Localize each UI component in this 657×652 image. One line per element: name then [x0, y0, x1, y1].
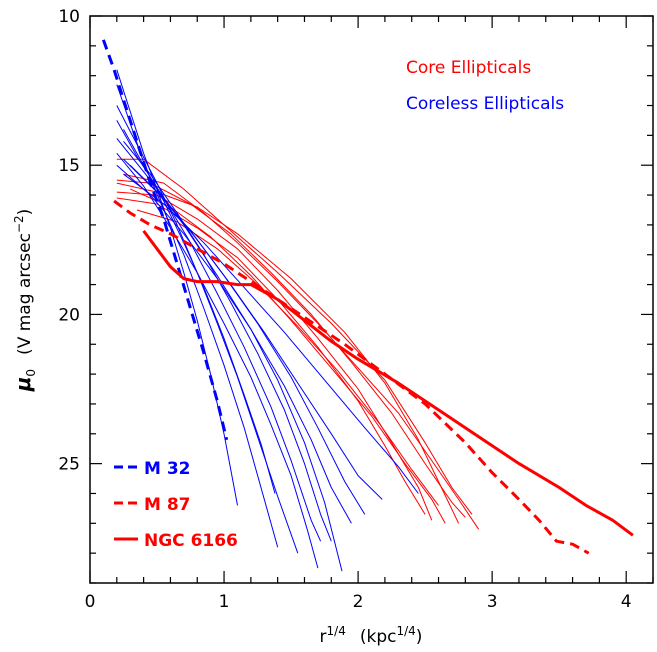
series-m32: [101, 39, 229, 441]
legend-m87-label: M 87: [144, 495, 191, 515]
x-tick-label: 1: [219, 592, 230, 612]
y-tick-label: 25: [58, 455, 80, 475]
series-core-1: [116, 158, 473, 515]
x-tick-label: 0: [85, 592, 96, 612]
x-axis-unit-close: ): [416, 627, 423, 647]
x-axis-unit-open: (kpc: [360, 627, 397, 647]
y-tick-label: 20: [58, 305, 80, 325]
y-axis-unit-open: (V mag arcsec: [15, 233, 35, 355]
y-axis-title: μ0 (V mag arcsec−2): [11, 209, 38, 393]
legend-ngc6166-label: NGC 6166: [144, 531, 238, 551]
series-coreless-8: [129, 164, 383, 500]
series-m87: [113, 199, 590, 555]
x-axis-base: r: [320, 627, 327, 647]
y-axis-unit-close: ): [15, 209, 35, 216]
series-coreless-5: [123, 140, 332, 542]
y-tick-label: 15: [58, 156, 80, 176]
series-core-7: [116, 179, 466, 518]
series-core-6: [129, 188, 446, 524]
legend-m32-label: M 32: [144, 459, 191, 479]
series-layer: [101, 39, 634, 572]
plot-frame: [89, 15, 654, 584]
legend-core-ellipticals: Core Ellipticals: [406, 58, 531, 78]
x-tick-label: 2: [353, 592, 364, 612]
ticks-layer: 0 1 2 3 4 10 15 20 25: [58, 7, 654, 612]
series-ngc6166: [142, 230, 634, 537]
x-tick-label: 4: [621, 592, 632, 612]
x-axis-exp: 1/4: [327, 624, 346, 638]
legend-coreless-ellipticals: Coreless Ellipticals: [406, 94, 564, 114]
y-axis-unit-exp: −2: [12, 215, 26, 233]
series-coreless-10: [116, 164, 352, 524]
y-tick-label: 10: [58, 7, 80, 27]
x-axis-unit-exp: 1/4: [396, 624, 415, 638]
y-axis-symbol: μ: [11, 377, 35, 393]
series-core-4: [123, 173, 480, 530]
y-axis-sub: 0: [24, 369, 38, 377]
x-tick-label: 3: [487, 592, 498, 612]
series-coreless-12: [123, 129, 276, 494]
series-coreless-11: [116, 152, 319, 569]
series-core-2: [116, 182, 460, 524]
series-coreless-1: [116, 69, 238, 506]
series-coreless-9: [123, 173, 419, 494]
x-axis-title: r1/4 (kpc1/4): [320, 624, 423, 647]
